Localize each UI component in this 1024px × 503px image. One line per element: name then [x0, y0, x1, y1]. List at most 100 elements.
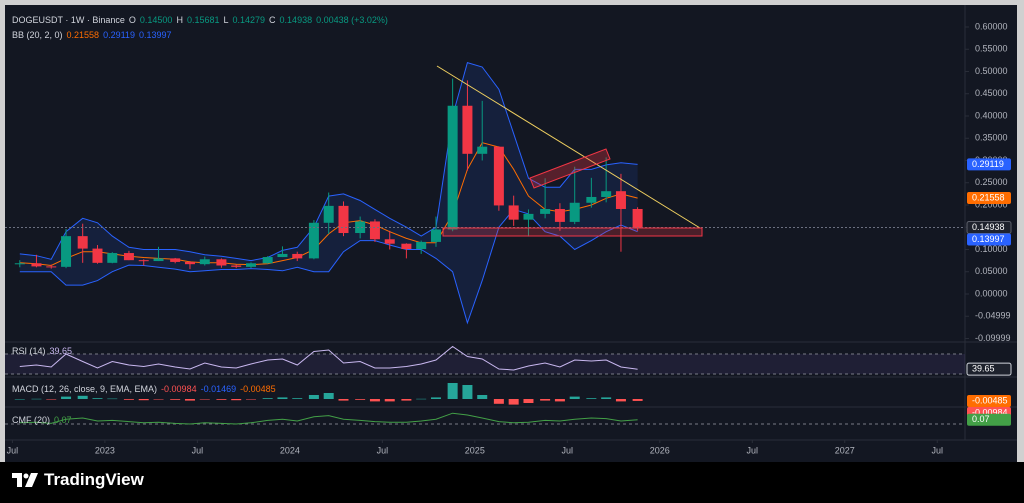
candle-body [292, 253, 303, 259]
bb-header: BB (20, 2, 0) 0.21558 0.29119 0.13997 [12, 30, 172, 40]
bb-name: BB (20, 2, 0) [12, 30, 63, 40]
macd-bar [462, 385, 473, 399]
bb-middle: 0.21558 [66, 30, 100, 40]
y-tick-label: 0.25000 [975, 177, 1008, 187]
candle-body [123, 253, 134, 261]
axis-badge-label: -0.00984 [972, 407, 1008, 417]
candle-body [586, 196, 597, 203]
macd-bar [77, 395, 88, 399]
candle-body [355, 221, 366, 234]
rsi-name: RSI (14) [12, 346, 46, 356]
macd-bar [569, 396, 580, 399]
macd-bar [430, 397, 441, 399]
macd-bar [31, 398, 42, 400]
candle-body [77, 236, 88, 249]
candle-body [323, 205, 334, 223]
bb-lower [19, 208, 638, 325]
x-tick-label: Jul [377, 445, 389, 455]
candle-body [369, 221, 380, 240]
candle-body [540, 208, 551, 214]
macd-bar [540, 399, 551, 401]
candle-body [308, 222, 319, 259]
cmf-header: CMF (20) 0.07 [12, 415, 72, 425]
trend-line [436, 65, 701, 229]
macd-bar [355, 399, 366, 400]
candle-body [477, 146, 488, 154]
y-tick-label: 0.20000 [975, 199, 1008, 209]
rsi-band [5, 354, 965, 374]
quote-label: 0.14938 [279, 15, 313, 25]
y-tick-label: 0.40000 [975, 110, 1008, 120]
change: 0.00438 (+3.02%) [316, 15, 388, 25]
quote-name: L [223, 15, 229, 25]
cmf-value: 0.07 [54, 415, 72, 425]
candle-body [277, 253, 288, 258]
candle-body [447, 105, 458, 230]
macd-bar [153, 399, 164, 400]
x-tick-label: Jul [931, 445, 943, 455]
support-zone [442, 227, 703, 237]
x-tick-label: Jul [747, 445, 759, 455]
bb-upper: 0.29119 [103, 30, 135, 40]
candle-body [601, 191, 612, 197]
candle-body [632, 208, 643, 228]
candle-body [493, 146, 504, 206]
macd-name: MACD (12, 26, close, 9, EMA, EMA) [12, 384, 158, 394]
macd-bar [231, 399, 242, 401]
candle-body [153, 258, 164, 262]
candle-body [384, 239, 395, 244]
symbol-header: DOGEUSDT · 1W · Binance O 0.14500 H 0.15681… [12, 15, 388, 25]
hist-value: -0.00485 [240, 384, 276, 394]
footer-bar [0, 462, 1024, 503]
macd-bar [138, 399, 149, 401]
candle-body [462, 105, 473, 154]
y-tick-label: 0.35000 [975, 133, 1008, 143]
y-tick-label: 0.05000 [975, 266, 1008, 276]
macd-bar [107, 398, 118, 400]
y-tick-label: 0.60000 [975, 21, 1008, 31]
macd-value: -0.00984 [161, 384, 197, 394]
axis-badge-label: -0.00485 [972, 395, 1008, 405]
candle-body [430, 229, 441, 242]
macd-bar [308, 395, 319, 399]
candle-body [231, 265, 242, 267]
macd-bar [46, 399, 57, 400]
quote-name: C [269, 15, 276, 25]
macd-bar [384, 399, 395, 402]
chart-background [5, 5, 1017, 462]
macd-bar [92, 398, 103, 399]
candle-body [246, 263, 257, 267]
macd-bar [338, 399, 349, 401]
wedge-zone [529, 148, 611, 189]
candle-body [184, 261, 195, 265]
axis-badge [967, 192, 1011, 205]
axis-badge-label: 0.14938 [972, 222, 1005, 232]
candle-body [138, 260, 149, 262]
axis-badge-label: 0.21558 [972, 192, 1005, 202]
macd-bar [123, 399, 134, 400]
macd-bar [586, 398, 597, 399]
x-tick-label: Jul [562, 445, 574, 455]
macd-bar [401, 399, 412, 401]
logo: TradingView [12, 470, 144, 490]
bb-fill [19, 62, 638, 323]
quote-name: H [176, 15, 183, 25]
macd-bar [246, 399, 257, 400]
y-tick-label: 0.50000 [975, 66, 1008, 76]
plot: 0.60000 0.55000 0.50000 0.45000 0.40000 0.350… [5, 21, 1012, 455]
macd-header: MACD (12, 26, close, 9, EMA, EMA) -0.009… [12, 384, 276, 394]
axis-badge [967, 233, 1011, 246]
macd-bar [601, 397, 612, 399]
pane-separators [5, 5, 1017, 441]
cmf-name: CMF (20) [12, 415, 50, 425]
macd-bar [216, 399, 227, 400]
bb-lower: 0.13997 [138, 30, 172, 40]
y-tick-label: 0.45000 [975, 88, 1008, 98]
rsi-line [19, 345, 638, 371]
axis-badge [967, 394, 1011, 407]
macd-bar [277, 397, 288, 399]
candle-body [554, 208, 565, 222]
axis-badge [967, 413, 1011, 426]
